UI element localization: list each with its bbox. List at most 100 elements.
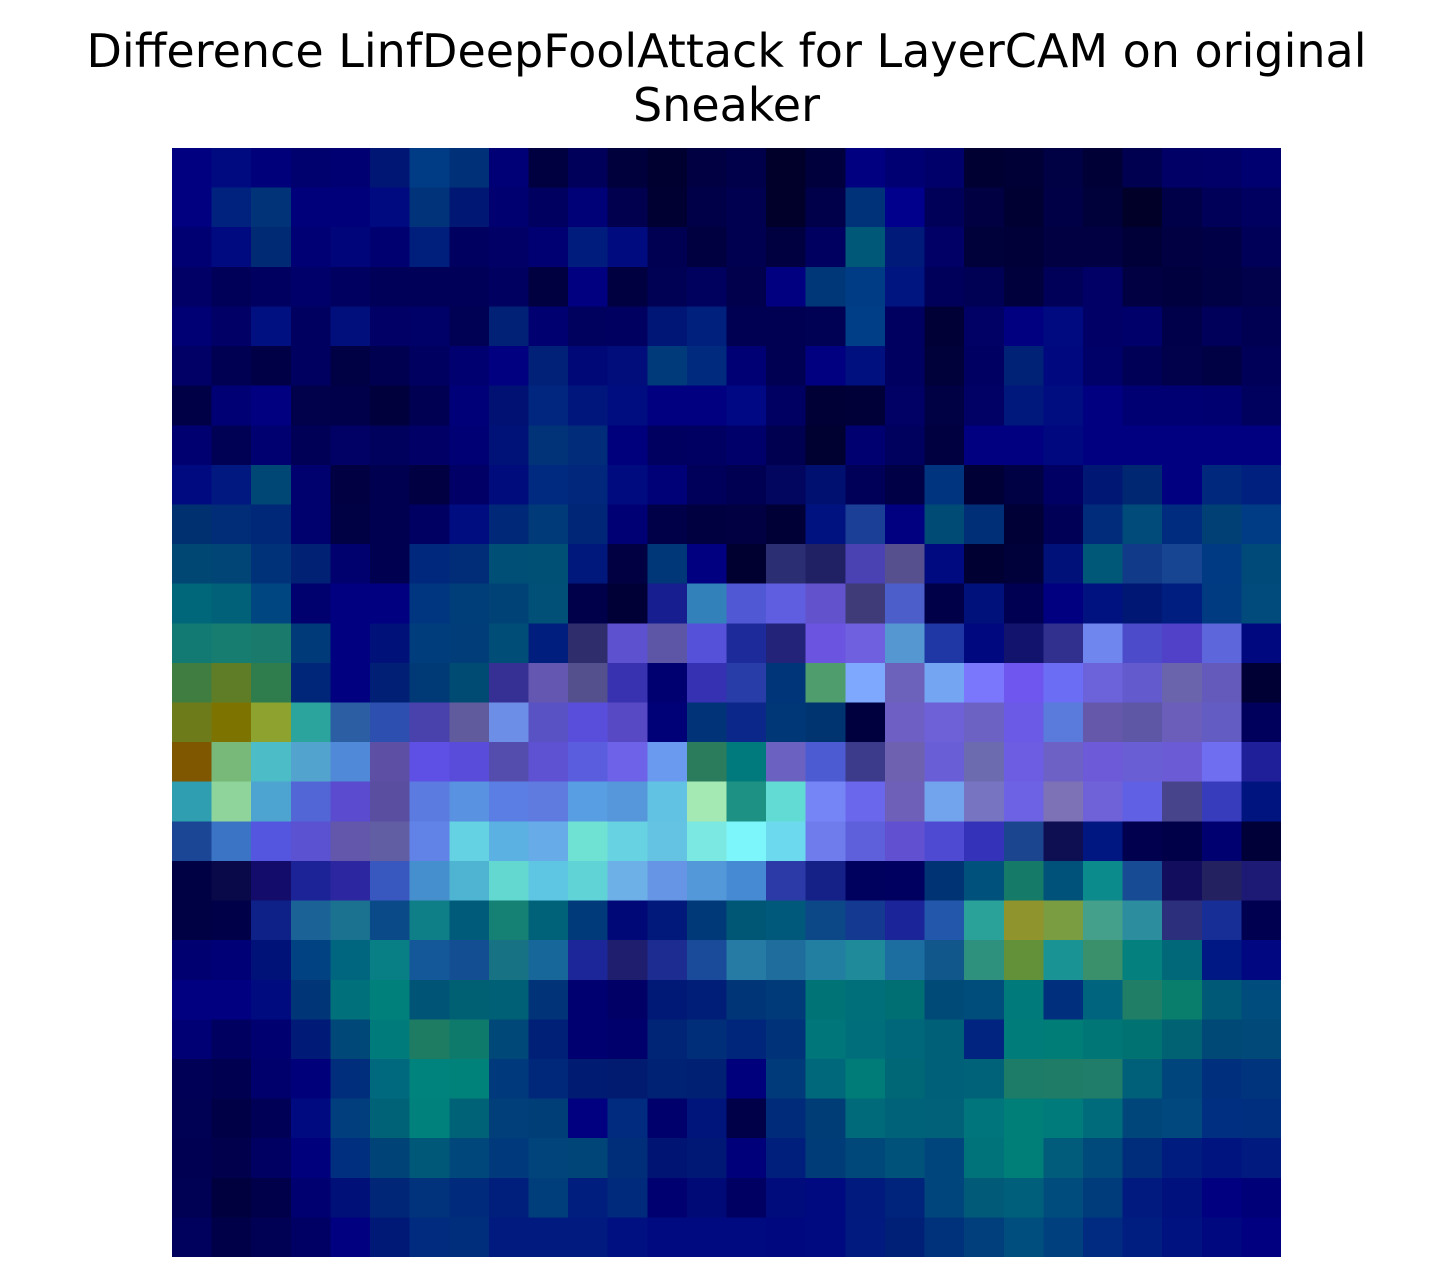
heatmap-cell-r22-c2 — [251, 1019, 292, 1060]
heatmap-cell-r25-c20 — [964, 1138, 1005, 1179]
heatmap-cell-r3-c21 — [1003, 266, 1044, 308]
heatmap-cell-r27-c10 — [568, 1217, 609, 1257]
heatmap-cell-r15-c14 — [726, 742, 767, 783]
heatmap-cell-r5-c15 — [766, 346, 807, 387]
heatmap-cell-r22-c18 — [884, 1019, 926, 1060]
heatmap-cell-r13-c6 — [409, 662, 450, 704]
heatmap-cell-r19-c13 — [686, 900, 728, 941]
heatmap-cell-r8-c18 — [884, 464, 926, 506]
heatmap-cell-r25-c4 — [330, 1138, 371, 1179]
heatmap-cell-r7-c27 — [1241, 425, 1281, 466]
heatmap-cell-r17-c9 — [528, 821, 569, 862]
heatmap-cell-r0-c7 — [449, 148, 490, 189]
heatmap-cell-r16-c26 — [1201, 781, 1242, 822]
heatmap-cell-r19-c27 — [1241, 900, 1281, 941]
heatmap-cell-r21-c8 — [488, 979, 530, 1020]
heatmap-cell-r18-c17 — [845, 860, 886, 902]
heatmap-cell-r22-c19 — [924, 1019, 965, 1060]
heatmap-cell-r0-c6 — [409, 148, 450, 189]
heatmap-cell-r7-c22 — [1043, 425, 1084, 466]
heatmap-cell-r8-c14 — [726, 464, 767, 506]
heatmap-cell-r13-c23 — [1082, 662, 1124, 704]
heatmap-cell-r23-c24 — [1122, 1058, 1163, 1100]
heatmap-cell-r7-c19 — [924, 425, 965, 466]
heatmap-cell-r4-c22 — [1043, 306, 1084, 347]
heatmap-cell-r9-c24 — [1122, 504, 1163, 545]
heatmap-cell-r12-c14 — [726, 623, 767, 664]
heatmap-cell-r19-c21 — [1003, 900, 1044, 941]
heatmap-cell-r9-c9 — [528, 504, 569, 545]
heatmap-cell-r26-c21 — [1003, 1177, 1044, 1218]
heatmap-cell-r3-c1 — [211, 266, 252, 308]
heatmap-cell-r20-c22 — [1043, 940, 1084, 981]
heatmap-cell-r22-c13 — [686, 1019, 728, 1060]
heatmap-cell-r24-c6 — [409, 1098, 450, 1139]
heatmap-cell-r10-c2 — [251, 544, 292, 585]
heatmap-cell-r19-c5 — [370, 900, 411, 941]
heatmap-cell-r7-c21 — [1003, 425, 1044, 466]
heatmap-cell-r1-c13 — [686, 187, 728, 228]
heatmap-cell-r16-c11 — [607, 781, 648, 822]
heatmap-cell-r5-c18 — [884, 346, 926, 387]
heatmap-cell-r9-c10 — [568, 504, 609, 545]
heatmap-cell-r23-c12 — [647, 1058, 688, 1100]
heatmap-cell-r14-c22 — [1043, 702, 1084, 743]
heatmap-cell-r15-c20 — [964, 742, 1005, 783]
heatmap-cell-r15-c12 — [647, 742, 688, 783]
heatmap-cell-r12-c21 — [1003, 623, 1044, 664]
heatmap-cell-r7-c26 — [1201, 425, 1242, 466]
heatmap-cell-r26-c14 — [726, 1177, 767, 1218]
heatmap-cell-r5-c20 — [964, 346, 1005, 387]
heatmap-cell-r14-c23 — [1082, 702, 1124, 743]
heatmap-cell-r1-c24 — [1122, 187, 1163, 228]
heatmap-cell-r8-c22 — [1043, 464, 1084, 506]
heatmap-cell-r15-c4 — [330, 742, 371, 783]
heatmap-cell-r17-c25 — [1162, 821, 1203, 862]
heatmap-cell-r26-c10 — [568, 1177, 609, 1218]
heatmap-cell-r19-c2 — [251, 900, 292, 941]
heatmap-cell-r24-c26 — [1201, 1098, 1242, 1139]
heatmap-cell-r13-c22 — [1043, 662, 1084, 704]
heatmap-cell-r3-c9 — [528, 266, 569, 308]
heatmap-cell-r16-c1 — [211, 781, 252, 822]
heatmap-cell-r1-c8 — [488, 187, 530, 228]
heatmap-cell-r0-c3 — [290, 148, 332, 189]
heatmap-cell-r19-c25 — [1162, 900, 1203, 941]
heatmap-cell-r24-c11 — [607, 1098, 648, 1139]
heatmap-cell-r25-c1 — [211, 1138, 252, 1179]
heatmap-cell-r27-c5 — [370, 1217, 411, 1257]
heatmap-cell-r18-c3 — [290, 860, 332, 902]
heatmap-cell-r7-c0 — [172, 425, 213, 466]
heatmap-cell-r12-c1 — [211, 623, 252, 664]
heatmap-cell-r22-c10 — [568, 1019, 609, 1060]
heatmap-cell-r8-c17 — [845, 464, 886, 506]
heatmap-cell-r24-c10 — [568, 1098, 609, 1139]
heatmap-cell-r18-c13 — [686, 860, 728, 902]
heatmap-cell-r17-c2 — [251, 821, 292, 862]
heatmap-cell-r14-c25 — [1162, 702, 1203, 743]
heatmap-cell-r13-c3 — [290, 662, 332, 704]
heatmap-cell-r5-c6 — [409, 346, 450, 387]
heatmap-cell-r10-c4 — [330, 544, 371, 585]
heatmap-cell-r0-c18 — [884, 148, 926, 189]
heatmap-cell-r22-c12 — [647, 1019, 688, 1060]
heatmap-cell-r1-c25 — [1162, 187, 1203, 228]
heatmap-cell-r8-c7 — [449, 464, 490, 506]
chart-title-line-1: Difference LinfDeepFoolAttack for LayerC… — [86, 24, 1367, 78]
heatmap-cell-r26-c13 — [686, 1177, 728, 1218]
heatmap-cell-r27-c1 — [211, 1217, 252, 1257]
heatmap-cell-r21-c24 — [1122, 979, 1163, 1020]
heatmap-cell-r8-c27 — [1241, 464, 1281, 506]
heatmap-cell-r10-c17 — [845, 544, 886, 585]
heatmap-cell-r24-c20 — [964, 1098, 1005, 1139]
heatmap-cell-r10-c15 — [766, 544, 807, 585]
heatmap-cell-r9-c25 — [1162, 504, 1203, 545]
heatmap-cell-r7-c11 — [607, 425, 648, 466]
heatmap-cell-r4-c26 — [1201, 306, 1242, 347]
heatmap-cell-r24-c24 — [1122, 1098, 1163, 1139]
heatmap-cell-r12-c13 — [686, 623, 728, 664]
heatmap-cell-r21-c5 — [370, 979, 411, 1020]
heatmap-cell-r27-c26 — [1201, 1217, 1242, 1257]
heatmap-cell-r1-c15 — [766, 187, 807, 228]
heatmap-cell-r14-c1 — [211, 702, 252, 743]
